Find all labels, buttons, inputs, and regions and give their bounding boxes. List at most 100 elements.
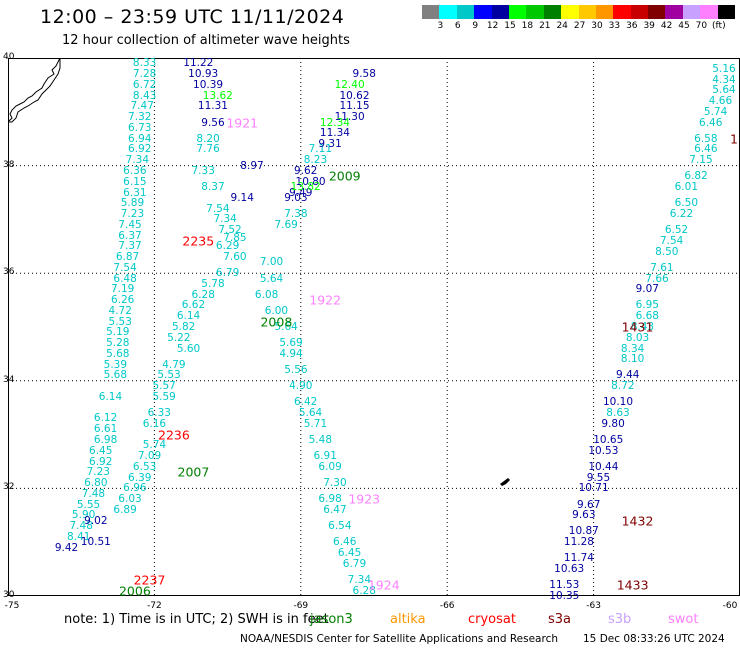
wave-height-value: 8.63 [606,407,630,420]
wave-height-value: 9.62 [293,164,318,177]
wave-height-value: 8.72 [611,380,635,393]
lat-tick-label: 38 [3,159,15,170]
wave-height-value: 6.92 [128,143,152,156]
pass-time-label: 1433 [616,577,649,593]
colorbar-tick: 39 [643,21,655,31]
wave-height-value: 7.11 [308,143,333,156]
colorbar-tick: 24 [556,21,568,31]
wave-height-value: 5.89 [120,197,145,210]
wave-height-value: 6.08 [254,288,279,301]
wave-height-value: 5.56 [284,364,308,377]
wave-height-value: 5.39 [103,358,128,371]
colorbar-tick: 42 [660,21,673,31]
wave-height-value: 6.03 [118,493,142,506]
wave-height-value: 5.71 [303,417,328,430]
wave-height-value: 4.34 [712,73,736,86]
pass-time-label: 1921 [226,115,259,131]
wave-height-value: 11.30 [334,111,365,124]
colorbar-swatch [613,5,631,19]
wave-height-value: 6.14 [98,390,123,403]
colorbar-tick: (ft) [712,21,726,31]
wave-height-value: 13.62 [202,89,233,102]
wave-height-value: 8.34 [620,342,645,355]
wave-height-value: 9.49 [289,186,313,199]
wave-height-value: 7.60 [223,251,247,264]
colorbar-tick: 15 [504,21,516,31]
map-frame [8,58,740,596]
wave-height-value: 9.58 [352,68,376,81]
satellite-legend-altika: altika [390,612,426,627]
wave-height-value: 10.63 [554,563,585,576]
wave-height-value: 6.98 [318,493,342,506]
wave-height-value: 7.69 [274,218,298,231]
colorbar-swatch [630,5,649,19]
wave-height-value: 6.28 [191,288,215,301]
wave-height-value: 6.16 [142,417,167,430]
lat-tick-label: 30 [3,590,15,600]
wave-height-value: 6.46 [333,536,357,549]
wave-height-value: 6.26 [110,294,135,307]
wave-height-value: 5.64 [298,407,323,420]
colorbar-swatch [439,5,457,19]
wave-height-value: 7.30 [323,477,347,490]
wave-height-value: 7.47 [130,100,154,113]
wave-height-value: 10.87 [568,525,599,538]
credit-line: NOAA/NESDIS Center for Satellite Applica… [240,633,558,645]
wave-height-value: 7.85 [223,232,247,245]
colorbar-swatch [508,5,527,19]
wave-height-value: 10.51 [80,536,111,549]
wave-height-value: 5.59 [152,390,176,403]
wave-height-value: 10.62 [339,89,370,102]
colorbar-swatch [543,5,562,19]
colorbar-ticks: 3 6 9 12 15 18 21 24 27 30 33 36 39 42 45 70 (ft) [422,21,740,33]
wave-height-value: 10.10 [602,396,634,409]
wave-height-value: 5.74 [142,439,167,452]
wave-height-value: 6.80 [84,477,108,490]
wave-height-value: 8.97 [240,159,264,172]
colorbar-tick: 3 [437,21,444,31]
wave-height-value: 10.44 [588,460,619,473]
wave-height-value: 6.36 [123,164,147,177]
lat-tick-label: 36 [3,267,15,278]
wave-height-value: 6.00 [264,304,289,317]
wave-height-value: 11.31 [197,100,228,113]
wave-height-value: 7.48 [69,520,93,533]
wave-height-value: 5.90 [71,509,96,522]
colorbar-swatch [578,5,596,19]
wave-height-value: 4.66 [708,95,733,108]
wave-height-value: 6.45 [89,444,113,457]
wave-height-value: 10.65 [593,433,624,446]
pass-time-label: 2008 [260,314,293,330]
wave-height-value: 5.64 [259,272,284,285]
wave-height-value: 6.46 [694,143,718,156]
wave-height-value: 10.39 [193,78,224,91]
wave-height-value: 5.64 [712,84,736,97]
wave-height-value: 7.23 [120,208,145,221]
wave-height-value: 6.54 [328,520,352,533]
colorbar-swatch [665,5,683,19]
colorbar-swatch [456,5,475,19]
wave-height-value: 6.72 [132,78,157,91]
wave-height-value: 7.19 [110,283,135,296]
wave-height-value: 6.52 [664,224,689,237]
wave-height-value: 4.79 [162,358,186,371]
island-bermuda [500,478,510,486]
colorbar-tick: 27 [573,21,586,31]
generated-timestamp: 15 Dec 08:33:26 UTC 2024 [583,633,725,645]
wave-height-value: 13.82 [290,181,321,194]
wave-height-value: 9.14 [230,191,254,204]
wave-height-value: 6.94 [128,132,152,145]
coastline-northwest [8,58,61,123]
wave-height-value: 6.22 [669,208,694,221]
footer-note: note: 1) Time is in UTC; 2) SWH is in fe… [64,612,329,627]
wave-height-value: 9.31 [318,138,342,151]
wave-height-value: 7.76 [196,143,220,156]
wave-height-value: 7.23 [86,466,110,479]
wave-height-value: 5.82 [171,321,196,333]
lon-tick-label: -69 [293,601,309,611]
wave-height-value: 7.61 [650,261,674,274]
wave-height-value: 10.80 [295,175,326,188]
wave-height-value: 11.15 [339,100,370,113]
wave-height-value: 10.93 [188,68,219,81]
colorbar-swatch [717,5,736,19]
